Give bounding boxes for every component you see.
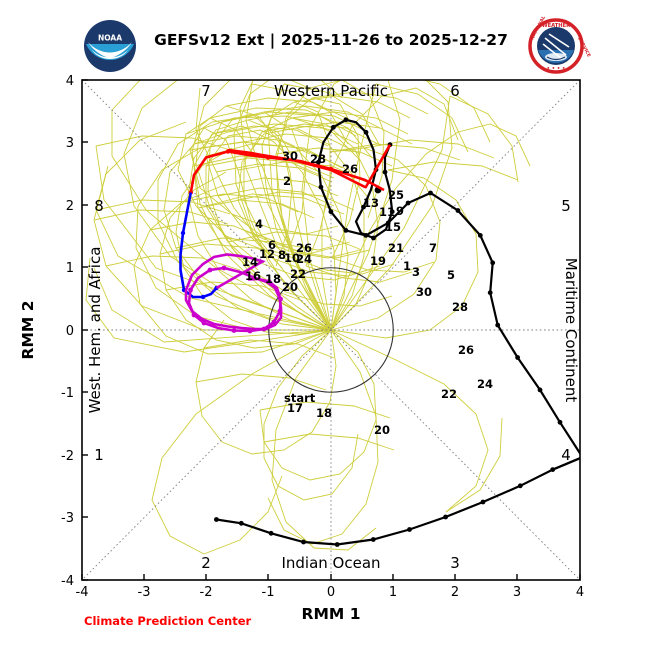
day-label-18: 18 xyxy=(316,406,332,420)
cpc-credit: Climate Prediction Center xyxy=(84,614,252,628)
day-label-21: 21 xyxy=(388,241,404,255)
day-label-9: 9 xyxy=(396,204,404,218)
svg-text:-4: -4 xyxy=(61,574,74,589)
day-label-6-blue: 6 xyxy=(268,238,276,252)
day-number-labels: 17 18 20 22 24 26 28 30 1 3 5 7 9 11 13 … xyxy=(242,149,493,437)
day-label-3: 3 xyxy=(412,265,420,279)
day-label-18-mag: 18 xyxy=(265,272,281,286)
day-label-5: 5 xyxy=(447,268,455,282)
day-label-7: 7 xyxy=(429,241,437,255)
phase-number-1: 1 xyxy=(94,446,104,464)
phase-numbers: 7 6 2 3 8 1 5 4 xyxy=(94,82,571,572)
svg-text:-1: -1 xyxy=(61,386,74,401)
phase-number-6: 6 xyxy=(450,82,460,100)
x-tick-labels: -4 -3 -2 -1 0 1 2 3 4 xyxy=(76,585,585,600)
region-label-maritime-continent: Maritime Continent xyxy=(562,258,580,403)
day-label-11: 11 xyxy=(379,205,395,219)
svg-text:1: 1 xyxy=(66,261,74,276)
axis-ticks xyxy=(81,79,581,581)
region-label-western-pacific: Western Pacific xyxy=(274,82,388,100)
svg-text:2: 2 xyxy=(451,585,459,600)
svg-text:-3: -3 xyxy=(61,511,74,526)
svg-text:4: 4 xyxy=(66,74,74,89)
y-axis-label: RMM 2 xyxy=(19,301,37,360)
day-label-14-mag: 14 xyxy=(242,255,258,269)
phase-number-8: 8 xyxy=(94,197,104,215)
svg-text:4: 4 xyxy=(576,585,584,600)
day-label-25: 25 xyxy=(388,188,404,202)
day-label-15: 15 xyxy=(385,220,401,234)
day-label-26-red: 26 xyxy=(342,162,358,176)
phase-number-5: 5 xyxy=(561,197,571,215)
day-label-22-mag: 22 xyxy=(290,267,306,281)
svg-text:-2: -2 xyxy=(61,449,74,464)
phase-divider-lines xyxy=(81,79,581,581)
svg-text:-3: -3 xyxy=(138,585,151,600)
day-label-20: 20 xyxy=(374,423,390,437)
day-label-4-blue: 4 xyxy=(255,217,263,231)
day-label-28-red: 28 xyxy=(310,152,326,166)
page-title: GEFSv12 Ext | 2025-11-26 to 2025-12-27 xyxy=(154,31,508,50)
svg-text:WEATHER: WEATHER xyxy=(542,23,570,29)
day-label-26b: 26 xyxy=(458,343,474,357)
day-label-28b: 28 xyxy=(452,300,468,314)
svg-text:0: 0 xyxy=(66,324,74,339)
day-label-8-blue: 8 xyxy=(278,248,286,262)
svg-text:NOAA: NOAA xyxy=(98,34,122,43)
day-label-24-mag: 24 xyxy=(296,252,312,266)
day-label-30-red: 30 xyxy=(282,149,298,163)
svg-text:-4: -4 xyxy=(76,585,89,600)
phase-number-7: 7 xyxy=(201,82,211,100)
svg-text:0: 0 xyxy=(327,585,335,600)
noaa-logo: NOAA xyxy=(84,20,136,72)
ensemble-members xyxy=(85,80,531,555)
day-label-17: 17 xyxy=(287,401,303,415)
phase-number-3: 3 xyxy=(450,554,460,572)
svg-text:• • • •: • • • • xyxy=(547,66,566,72)
day-label-26-mag: 26 xyxy=(296,241,312,255)
svg-text:2: 2 xyxy=(66,199,74,214)
start-label: start xyxy=(284,391,316,405)
day-label-1: 1 xyxy=(403,259,411,273)
svg-text:1: 1 xyxy=(389,585,397,600)
region-label-indian-ocean: Indian Ocean xyxy=(281,554,380,572)
day-label-30b: 30 xyxy=(416,285,432,299)
day-label-12-mag: 12 xyxy=(259,247,275,261)
day-label-19: 19 xyxy=(370,254,386,268)
forecast-magenta-track xyxy=(184,253,283,334)
day-label-20-mag: 20 xyxy=(282,280,298,294)
svg-text:3: 3 xyxy=(513,585,521,600)
phase-number-2: 2 xyxy=(201,554,211,572)
day-label-24: 24 xyxy=(477,377,493,391)
unit-circle xyxy=(268,267,394,393)
svg-text:-2: -2 xyxy=(200,585,213,600)
svg-text:3: 3 xyxy=(66,136,74,151)
y-tick-labels: -4 -3 -2 -1 0 1 2 3 4 xyxy=(61,74,74,589)
day-label-22: 22 xyxy=(441,387,457,401)
day-label-2-red: 2 xyxy=(283,174,291,188)
svg-text:-1: -1 xyxy=(262,585,275,600)
phase-number-4: 4 xyxy=(561,446,571,464)
nws-logo: WEATHER • • • • NATIONAL SERVICE xyxy=(528,15,592,74)
day-label-13: 13 xyxy=(363,196,379,210)
x-axis-label: RMM 1 xyxy=(302,605,361,623)
day-label-16-mag: 16 xyxy=(245,269,261,283)
region-label-west-hem-africa: West. Hem. and Africa xyxy=(86,247,104,414)
day-label-10-blue: 10 xyxy=(284,251,300,265)
